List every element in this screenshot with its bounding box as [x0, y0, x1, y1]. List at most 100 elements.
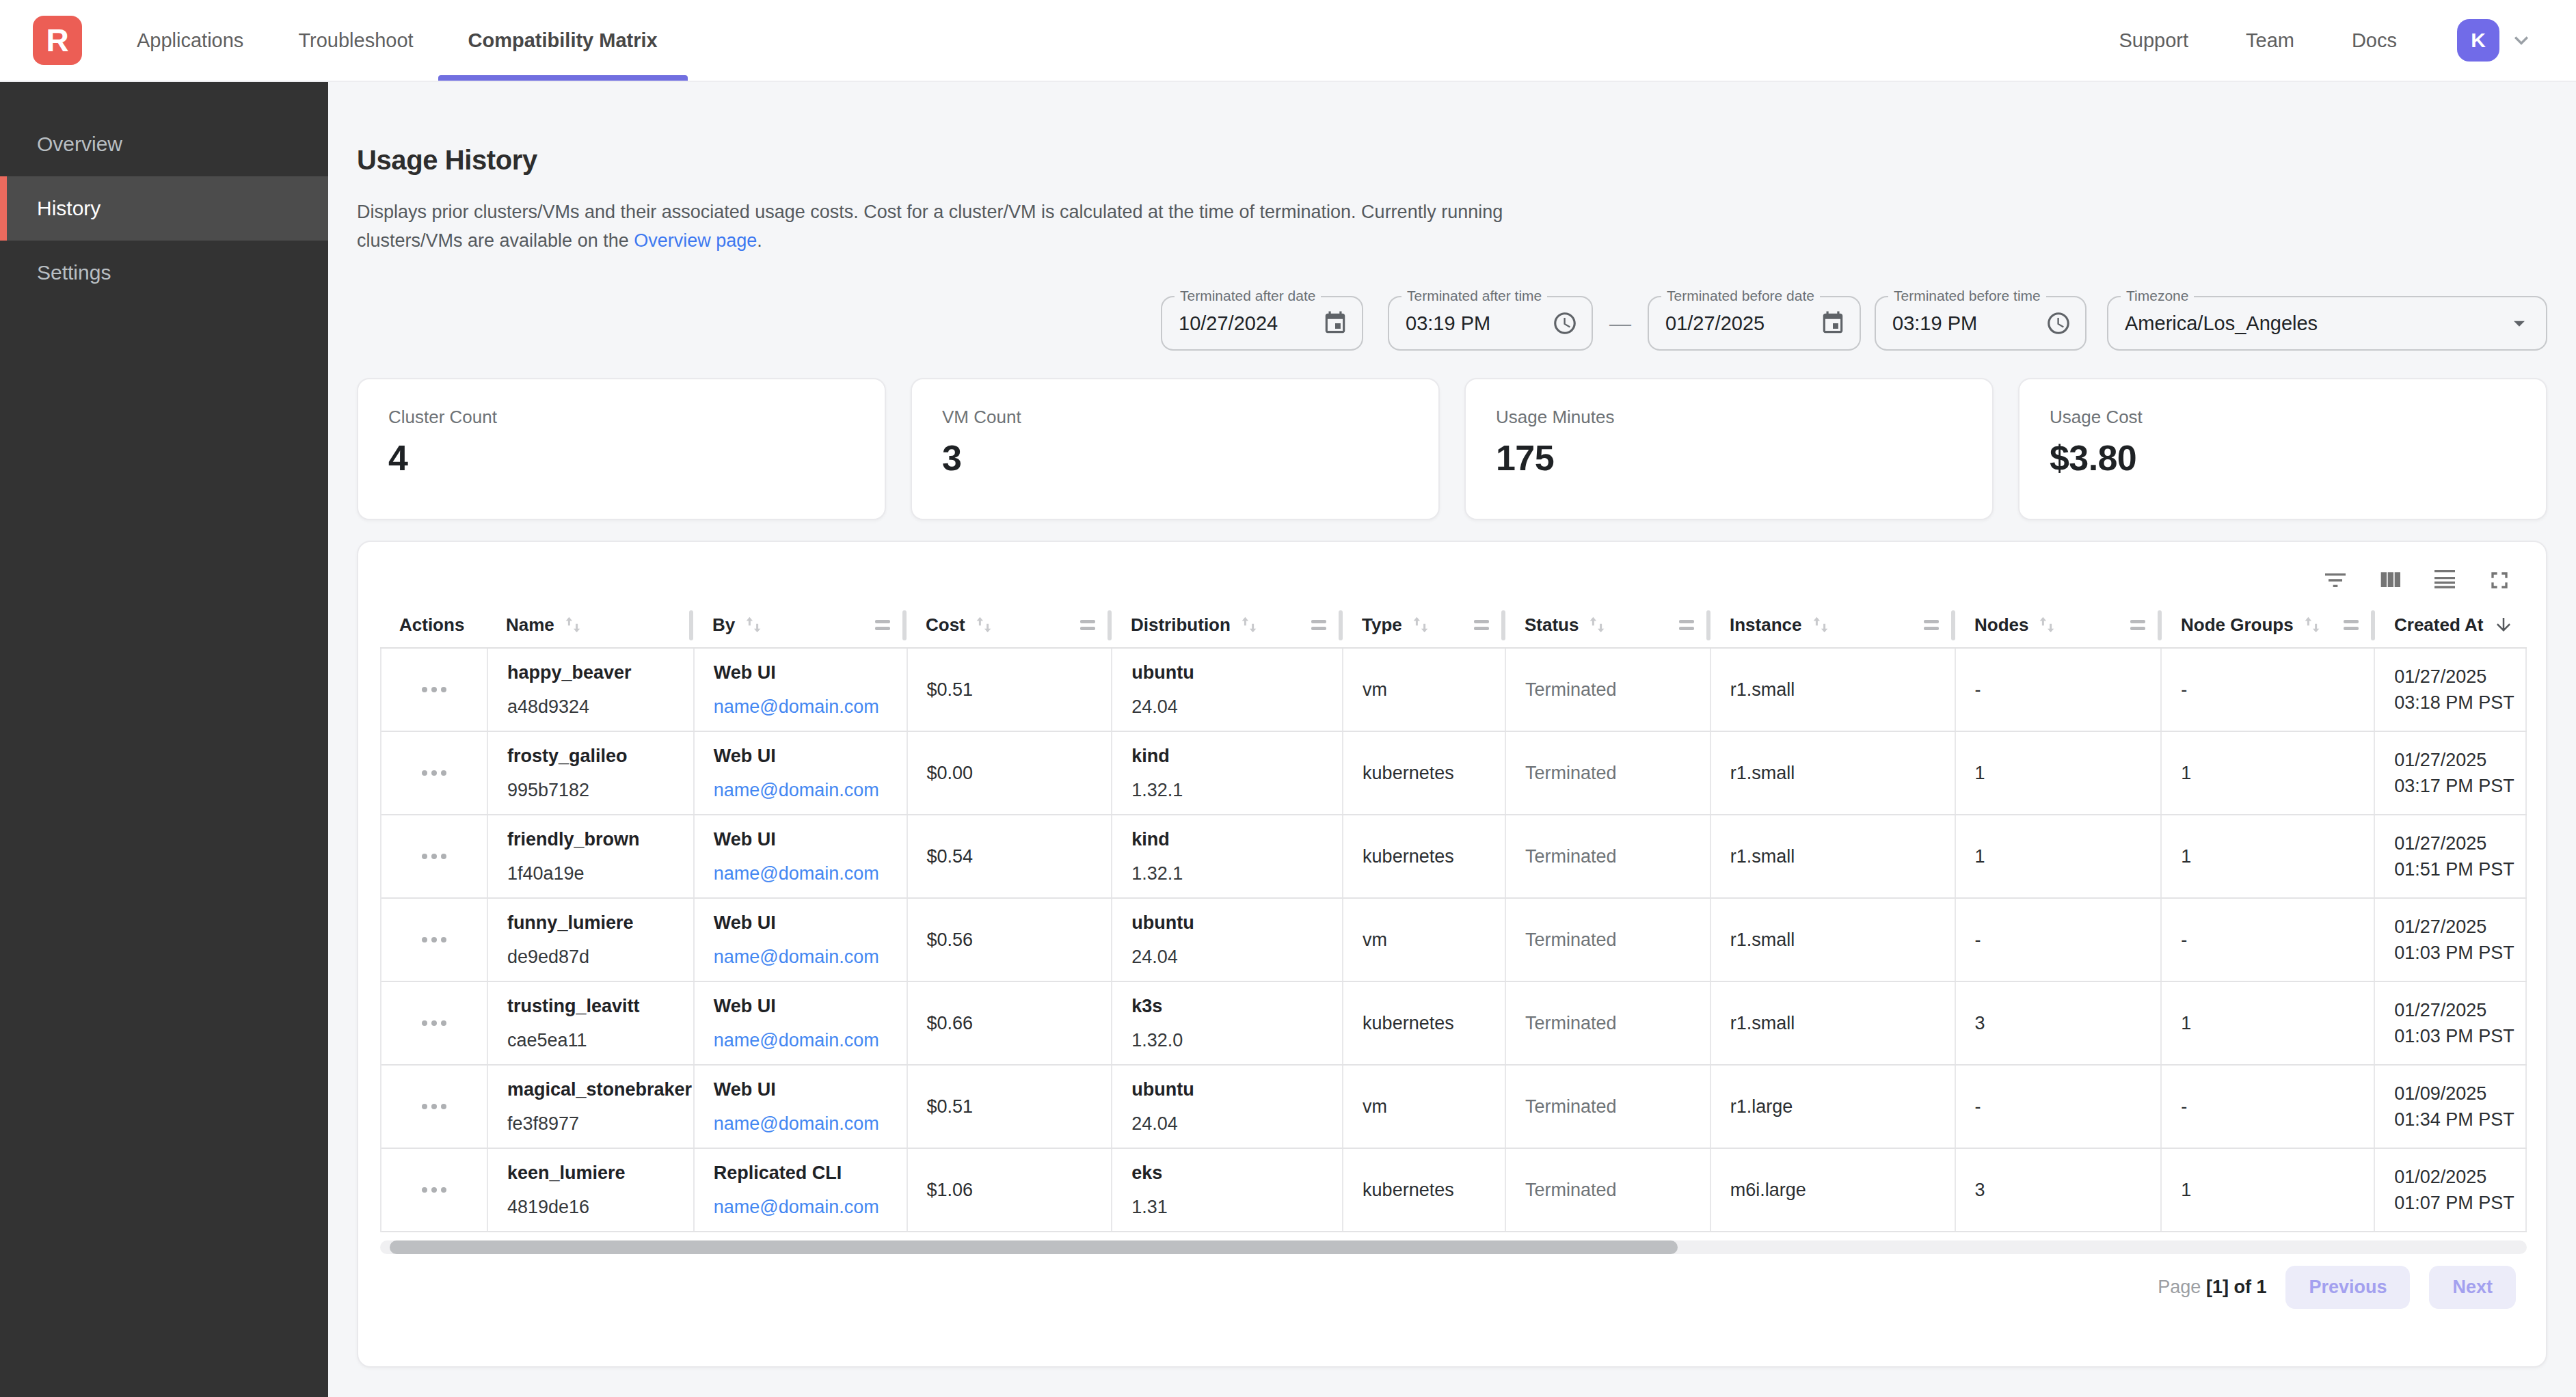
nav-item-team[interactable]: Team — [2246, 29, 2294, 52]
sort-icon[interactable] — [1410, 614, 1431, 635]
sort-icon[interactable] — [2037, 614, 2057, 635]
column-menu-icon[interactable] — [1679, 620, 1694, 630]
created-by-email-link[interactable]: name@domain.com — [714, 1195, 907, 1219]
sidebar-item-settings[interactable]: Settings — [0, 241, 328, 305]
fullscreen-icon[interactable] — [2483, 564, 2516, 597]
node-groups-cell: - — [2162, 899, 2375, 981]
table-row[interactable]: friendly_brown 1f40a19e Web UI name@doma… — [381, 815, 2527, 899]
cost-cell: $0.66 — [908, 982, 1113, 1064]
row-actions-menu-icon[interactable] — [414, 679, 455, 701]
distribution-name: kind — [1131, 744, 1342, 768]
clock-icon[interactable] — [1552, 310, 1578, 336]
column-header-name[interactable]: Name — [487, 602, 693, 647]
nav-item-docs[interactable]: Docs — [2352, 29, 2397, 52]
created-by-email-link[interactable]: name@domain.com — [714, 694, 907, 719]
calendar-icon[interactable] — [1820, 310, 1846, 336]
cluster-id: a48d9324 — [507, 694, 693, 719]
scrollbar-thumb[interactable] — [390, 1240, 1678, 1254]
previous-button[interactable]: Previous — [2285, 1266, 2410, 1309]
sort-icon[interactable] — [2302, 614, 2322, 635]
column-menu-icon[interactable] — [1474, 620, 1489, 630]
nav-item-applications[interactable]: Applications — [137, 0, 243, 81]
distribution-cell: ubuntu 24.04 — [1112, 649, 1343, 731]
overview-page-link[interactable]: Overview page — [634, 230, 757, 251]
date-range-separator: — — [1609, 311, 1631, 336]
row-actions-menu-icon[interactable] — [414, 1012, 455, 1034]
density-icon[interactable] — [2428, 564, 2461, 597]
cluster-name: happy_beaver — [507, 660, 693, 685]
created-by-email-link[interactable]: name@domain.com — [714, 861, 907, 886]
nav-item-support[interactable]: Support — [2119, 29, 2188, 52]
created-by-email-link[interactable]: name@domain.com — [714, 778, 907, 802]
created-by-email-link[interactable]: name@domain.com — [714, 1028, 907, 1053]
nodes-cell: 1 — [1956, 732, 2162, 814]
pagination: Page [1] of 1 Previous Next — [380, 1254, 2524, 1320]
column-menu-icon[interactable] — [2130, 620, 2145, 630]
terminated-before-date-input[interactable]: Terminated before date 01/27/2025 — [1648, 296, 1861, 351]
column-menu-icon[interactable] — [1311, 620, 1326, 630]
by-cell: Replicated CLI name@domain.com — [695, 1149, 908, 1231]
created-by-email-link[interactable]: name@domain.com — [714, 945, 907, 969]
cluster-name: frosty_galileo — [507, 744, 693, 768]
sidebar-item-history[interactable]: History — [0, 176, 328, 241]
column-header-status[interactable]: Status — [1505, 602, 1710, 647]
avatar[interactable]: K — [2457, 19, 2499, 62]
table-row[interactable]: frosty_galileo 995b7182 Web UI name@doma… — [381, 732, 2527, 815]
nav-item-troubleshoot[interactable]: Troubleshoot — [298, 0, 413, 81]
sort-icon[interactable] — [1239, 614, 1259, 635]
nav-item-compatibility-matrix[interactable]: Compatibility Matrix — [468, 0, 658, 81]
row-actions-menu-icon[interactable] — [414, 1096, 455, 1117]
terminated-after-time-input[interactable]: Terminated after time 03:19 PM — [1388, 296, 1593, 351]
sort-icon[interactable] — [1587, 614, 1607, 635]
table-row[interactable]: happy_beaver a48d9324 Web UI name@domain… — [381, 649, 2527, 732]
next-button[interactable]: Next — [2429, 1266, 2516, 1309]
row-actions-menu-icon[interactable] — [414, 762, 455, 784]
table-row[interactable]: trusting_leavitt cae5ea11 Web UI name@do… — [381, 982, 2527, 1066]
column-header-type[interactable]: Type — [1343, 602, 1505, 647]
horizontal-scrollbar[interactable] — [380, 1240, 2527, 1254]
column-header-cost[interactable]: Cost — [907, 602, 1112, 647]
row-actions-menu-icon[interactable] — [414, 845, 455, 867]
account-menu[interactable]: K — [2457, 19, 2535, 62]
column-header-created-at[interactable]: Created At — [2375, 602, 2527, 647]
replicated-logo[interactable]: R — [33, 16, 82, 65]
column-header-node-groups[interactable]: Node Groups — [2162, 602, 2375, 647]
column-menu-icon[interactable] — [2344, 620, 2359, 630]
node-groups-cell: - — [2162, 649, 2375, 731]
cluster-name: friendly_brown — [507, 827, 693, 852]
clock-icon[interactable] — [2045, 310, 2071, 336]
column-menu-icon[interactable] — [1080, 620, 1095, 630]
row-actions-menu-icon[interactable] — [414, 929, 455, 951]
node-groups-value: 1 — [2181, 1013, 2374, 1034]
sort-icon[interactable] — [974, 614, 994, 635]
column-header-nodes[interactable]: Nodes — [1955, 602, 2162, 647]
table-row[interactable]: magical_stonebraker fe3f8977 Web UI name… — [381, 1066, 2527, 1149]
columns-icon[interactable] — [2374, 564, 2406, 597]
terminated-after-date-input[interactable]: Terminated after date 10/27/2024 — [1161, 296, 1363, 351]
created-at-cell: 01/09/2025 01:34 PM PST — [2375, 1066, 2527, 1148]
actions-cell — [381, 1149, 488, 1231]
sort-desc-icon[interactable] — [2493, 614, 2514, 635]
table-row[interactable]: keen_lumiere 4819de16 Replicated CLI nam… — [381, 1149, 2527, 1232]
column-menu-icon[interactable] — [875, 620, 890, 630]
field-label: Terminated after date — [1175, 288, 1321, 304]
created-by-email-link[interactable]: name@domain.com — [714, 1111, 907, 1136]
table-row[interactable]: funny_lumiere de9ed87d Web UI name@domai… — [381, 899, 2527, 982]
calendar-icon[interactable] — [1322, 310, 1348, 336]
sort-icon[interactable] — [743, 614, 764, 635]
column-header-instance[interactable]: Instance — [1710, 602, 1955, 647]
column-menu-icon[interactable] — [1924, 620, 1939, 630]
terminated-before-time-input[interactable]: Terminated before time 03:19 PM — [1875, 296, 2087, 351]
sort-icon[interactable] — [563, 614, 583, 635]
type-cell: vm — [1343, 899, 1506, 981]
sort-icon[interactable] — [1810, 614, 1831, 635]
page-value: [1] of 1 — [2206, 1277, 2267, 1297]
filter-icon[interactable] — [2319, 564, 2352, 597]
row-actions-menu-icon[interactable] — [414, 1179, 455, 1201]
column-header-by[interactable]: By — [693, 602, 907, 647]
distribution-version: 1.32.1 — [1131, 778, 1342, 802]
timezone-select[interactable]: Timezone America/Los_Angeles — [2107, 296, 2547, 351]
type-cell: kubernetes — [1343, 982, 1506, 1064]
sidebar-item-overview[interactable]: Overview — [0, 112, 328, 176]
column-header-distribution[interactable]: Distribution — [1112, 602, 1343, 647]
